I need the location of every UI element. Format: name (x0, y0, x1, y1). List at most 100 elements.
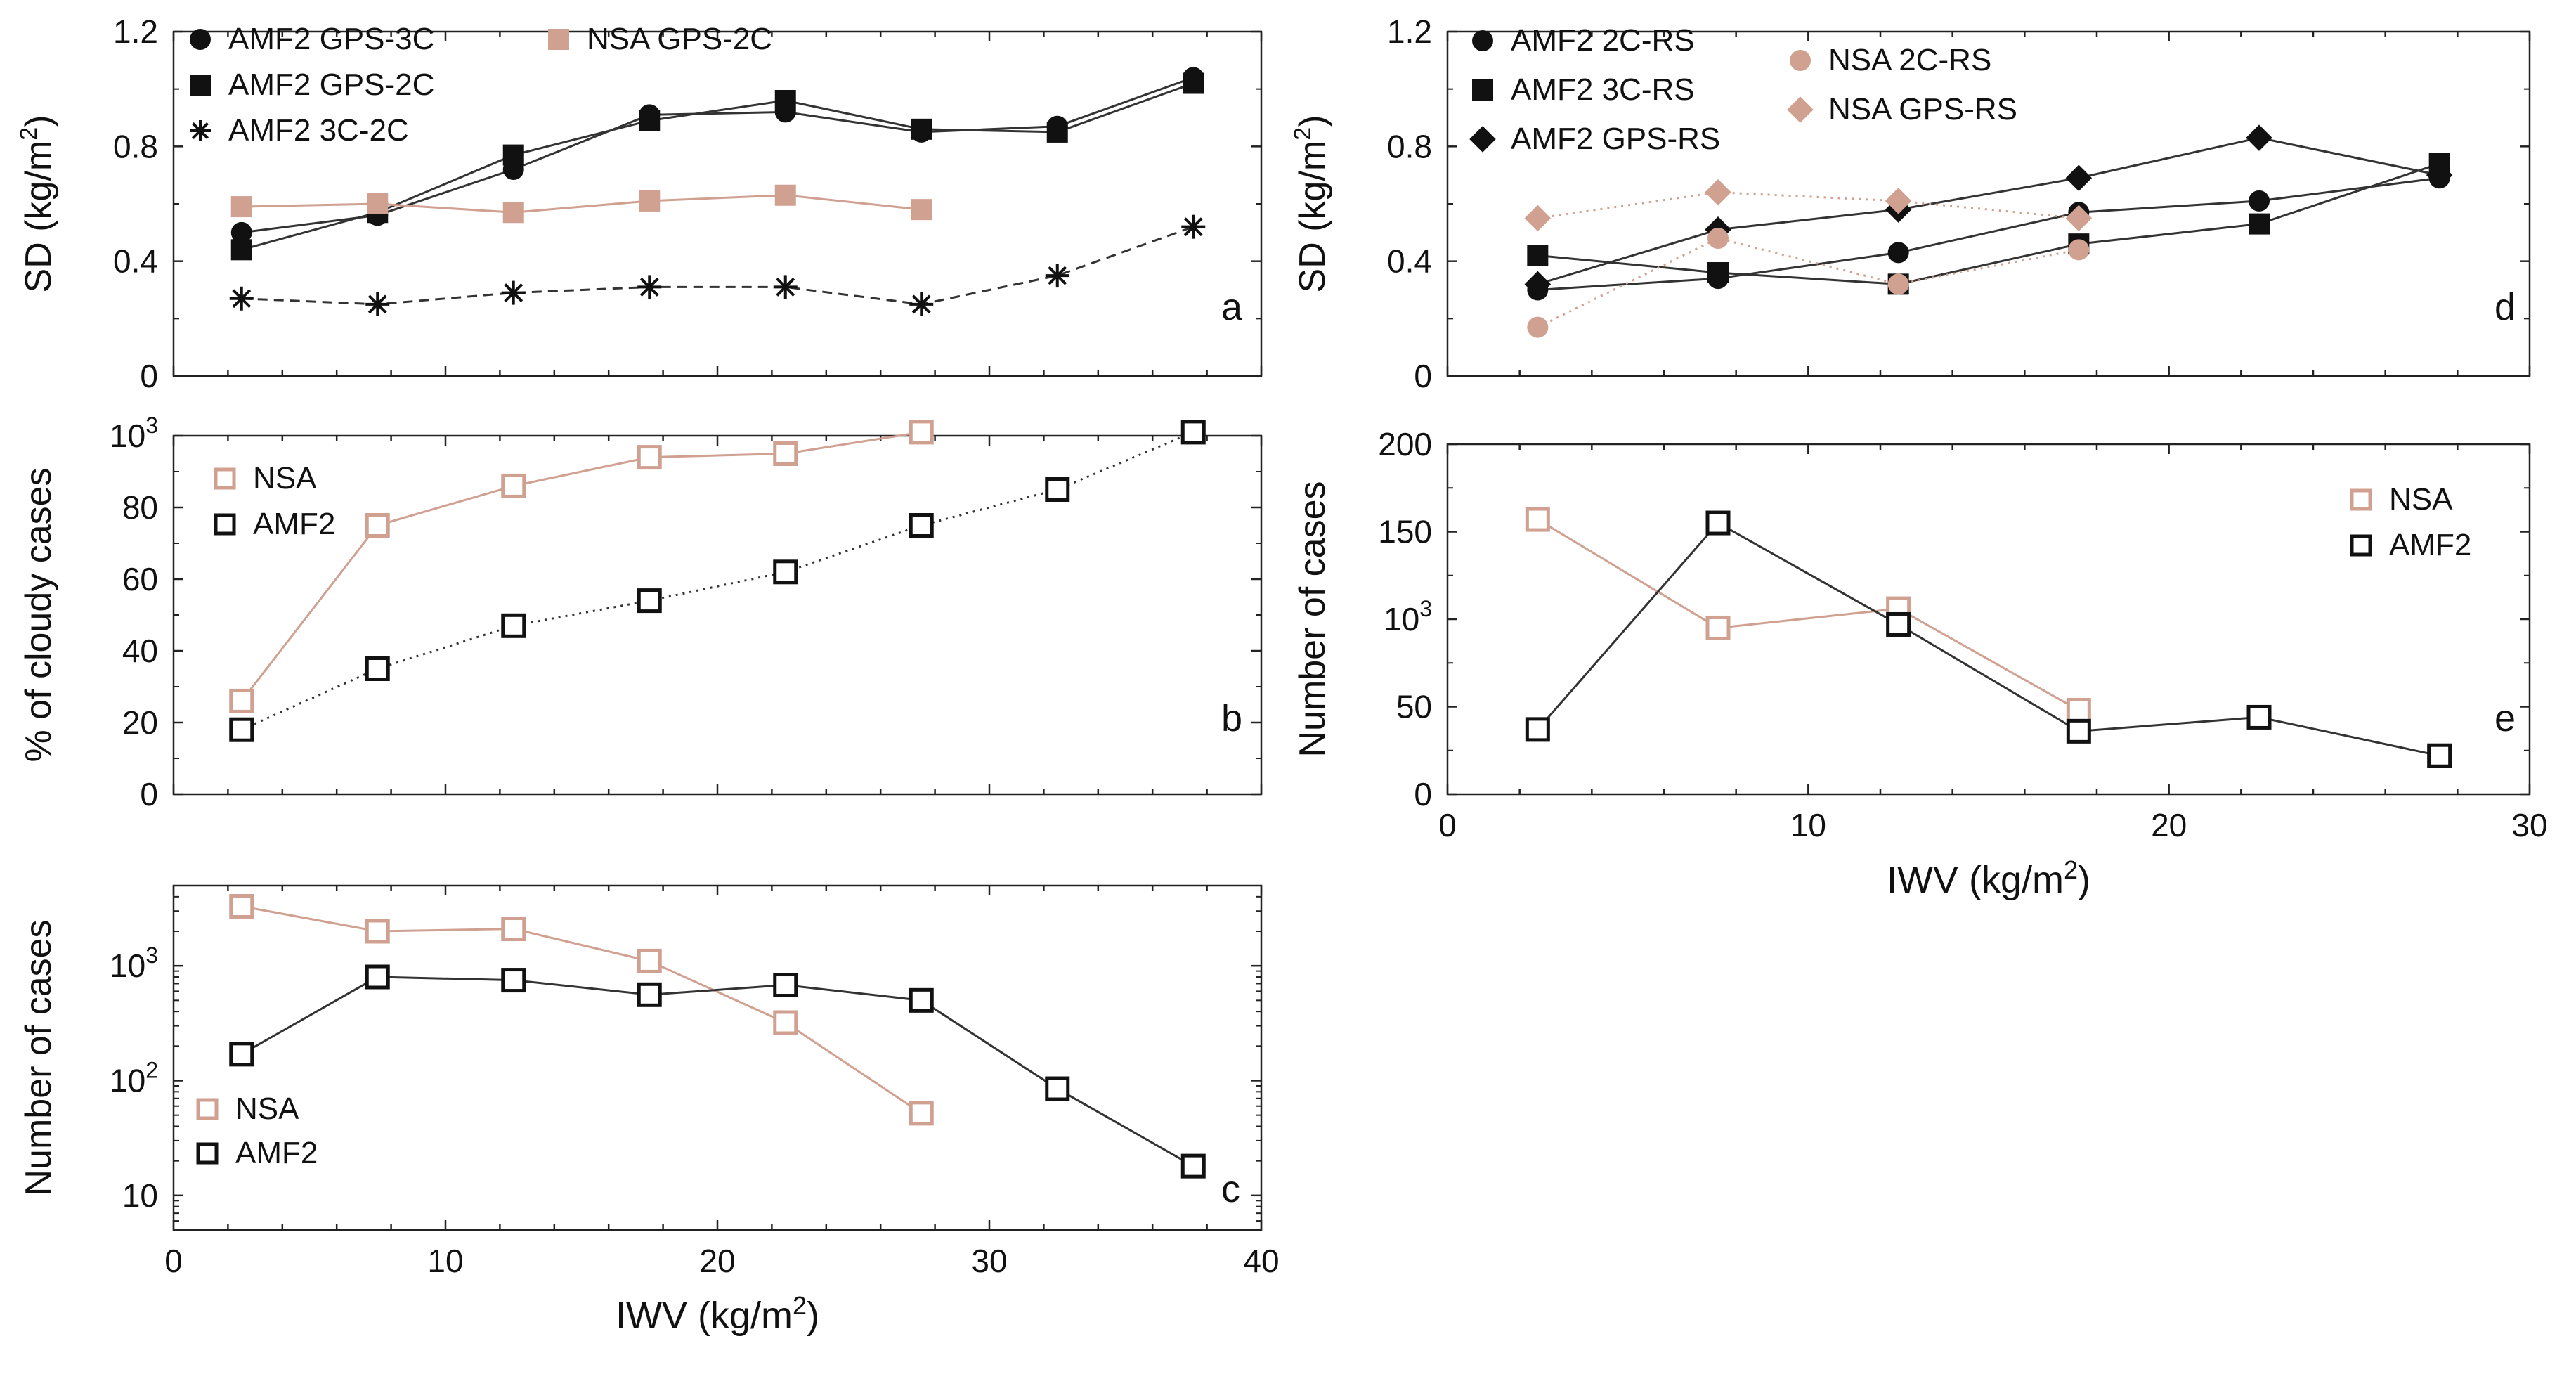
legend-entry: NSA GPS-2C (548, 22, 772, 56)
series-line (1537, 162, 2440, 285)
panel-letter: c (1221, 1168, 1240, 1210)
y-axis-label-part: ) (18, 115, 59, 127)
data-point (501, 280, 526, 305)
legend-entry: AMF2 (214, 507, 335, 541)
x-axis-label: IWV (kg/m2) (1887, 855, 2090, 901)
data-point (1885, 188, 1912, 214)
data-point (1707, 228, 1729, 249)
data-point (637, 588, 662, 614)
star-stroke (911, 294, 931, 314)
data-point (1525, 717, 1550, 742)
series-amf2 (229, 964, 1206, 1179)
y-tick-label: 0.8 (1387, 128, 1432, 164)
panel-letter: e (2494, 697, 2516, 739)
data-point (1705, 615, 1731, 640)
legend-entry: AMF2 GPS-2C (190, 67, 434, 102)
y-axis-label-sup: 2 (15, 127, 42, 141)
data-point (1886, 611, 1911, 637)
data-point (2427, 743, 2452, 768)
y-tick-label: 103 (110, 413, 158, 454)
data-point (774, 184, 796, 206)
data-point (909, 1101, 934, 1126)
y-tick-label: 50 (1396, 689, 1432, 725)
y-tick-label: 200 (1378, 426, 1432, 462)
data-point (502, 144, 524, 166)
star-stroke (232, 289, 252, 309)
legend-marker (1790, 50, 1811, 71)
series-amf2 (1525, 510, 2452, 768)
star-stroke (639, 277, 659, 297)
x-tick-label: 0 (1438, 807, 1457, 843)
y-tick-label: 60 (122, 561, 158, 597)
y-tick-label: 0 (1414, 776, 1432, 812)
series-line (240, 431, 922, 702)
data-point (637, 982, 662, 1007)
star-stroke (1048, 266, 1067, 285)
series-amf2-3c-2c (229, 214, 1206, 316)
legend-label: AMF2 (253, 507, 335, 541)
data-point (1180, 420, 1206, 445)
data-point (365, 513, 390, 538)
data-point (365, 964, 390, 990)
star-stroke (776, 277, 795, 297)
y-tick-label: 102 (110, 1057, 158, 1099)
data-point (639, 190, 661, 212)
star-stroke (191, 122, 209, 140)
y-axis-label: SD (kg/m2) (15, 115, 59, 293)
legend-entry: AMF2 (2350, 528, 2471, 562)
panel-letter: a (1221, 286, 1243, 328)
y-tick-label: 0 (140, 776, 158, 812)
legend-marker (196, 1098, 219, 1120)
y-tick-label: 1.2 (113, 13, 158, 50)
y-tick-label: 0 (1414, 358, 1432, 394)
legend-marker (1787, 96, 1814, 123)
data-point (501, 968, 526, 993)
data-point (773, 559, 798, 585)
y-tick-label: 20 (122, 704, 158, 741)
legend-entry: AMF2 3C-RS (1472, 72, 1695, 107)
legend-label: AMF2 3C-2C (228, 113, 409, 148)
data-point (365, 292, 390, 316)
y-tick-label: 40 (122, 633, 158, 669)
plot-frame (172, 434, 1263, 796)
legend-label: NSA (235, 1092, 299, 1126)
data-point (229, 286, 254, 311)
x-tick-label: 10 (427, 1243, 463, 1279)
data-point (774, 90, 796, 111)
series-line (241, 905, 923, 1115)
data-point (773, 441, 798, 466)
data-point (2068, 239, 2090, 261)
data-point (1527, 245, 1549, 266)
star-stroke (504, 283, 523, 303)
series-line (241, 76, 1194, 234)
series-amf2-2c-rs (1527, 167, 2450, 301)
legend-label: AMF2 (235, 1136, 318, 1170)
y-tick-label: 1.2 (1387, 13, 1432, 50)
y-axis-label: SD (kg/m2) (1289, 115, 1333, 293)
data-point (911, 118, 932, 140)
data-point (230, 239, 252, 261)
data-point (1705, 179, 1731, 206)
y-tick-label: 80 (122, 489, 158, 526)
data-point (229, 1042, 254, 1067)
legend-marker (1472, 79, 1493, 101)
data-point (230, 221, 252, 243)
data-point (773, 1010, 798, 1035)
legend-entry: NSA GPS-RS (1787, 92, 2017, 127)
legend-marker (190, 29, 211, 50)
x-tick-label: 0 (164, 1243, 183, 1279)
series-amf2-3c-rs (1527, 153, 2450, 295)
legend-label: AMF2 GPS-3C (228, 22, 434, 56)
data-point (637, 275, 662, 299)
data-point (365, 656, 390, 681)
x-tick-label: 30 (971, 1243, 1007, 1279)
legend-entry: AMF2 GPS-3C (190, 22, 434, 56)
data-point (1525, 507, 1550, 532)
series-line (241, 226, 1194, 306)
data-point (2066, 697, 2091, 723)
x-axis-label-part: ) (2078, 859, 2090, 901)
y-axis-label: Number of cases (18, 919, 59, 1196)
data-point (637, 445, 662, 470)
data-point (1707, 262, 1729, 283)
